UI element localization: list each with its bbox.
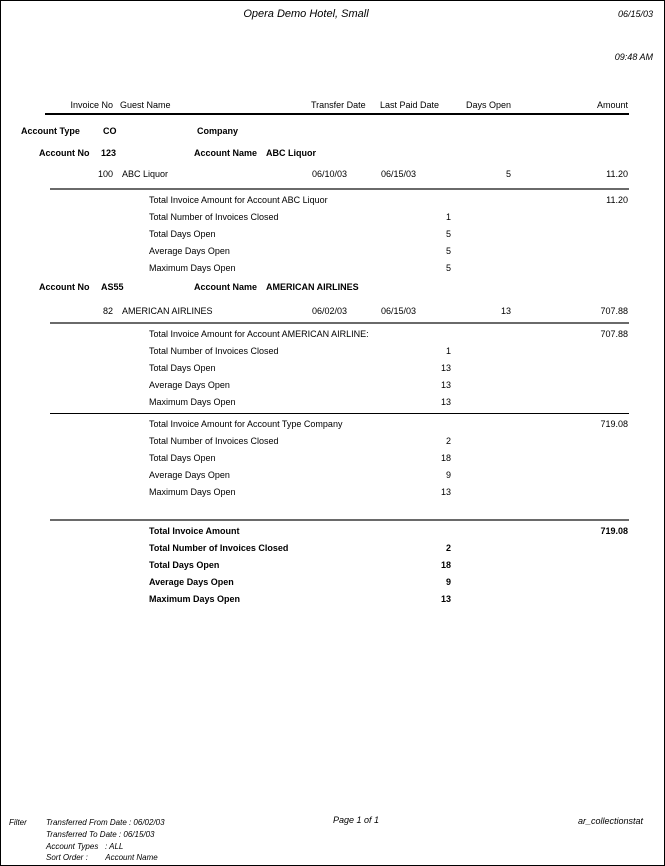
report-date: 06/15/03	[617, 9, 653, 19]
page-number: Page 1 of 1	[332, 815, 380, 825]
account-type-label: Account Type	[21, 126, 80, 136]
account-no-label: Account No	[39, 148, 90, 158]
filter-transferred-to: Transferred To Date : 06/15/03	[46, 830, 155, 839]
account-no-label: Account No	[39, 282, 90, 292]
max-days-label: Maximum Days Open	[149, 263, 236, 273]
invoice-no: 100	[97, 169, 113, 179]
avg-days-label: Average Days Open	[149, 246, 230, 256]
type-total-amount: 719.08	[600, 419, 628, 429]
account-no-value: AS55	[101, 282, 124, 292]
account-name-value: AMERICAN AIRLINES	[266, 282, 359, 292]
account-name-label: Account Name	[194, 148, 258, 158]
max-days-value: 13	[440, 594, 451, 604]
account-total-label: Total Invoice Amount for Account ABC Liq…	[149, 195, 328, 205]
total-days-label: Total Days Open	[149, 229, 216, 239]
total-days-value: 13	[440, 363, 451, 373]
account-no-value: 123	[101, 148, 117, 158]
days-open: 13	[500, 306, 511, 316]
account-type-name: Company	[197, 126, 239, 136]
col-header-transfer-date: Transfer Date	[311, 100, 366, 110]
invoices-closed-value: 2	[445, 543, 451, 553]
col-header-amount: Amount	[596, 100, 628, 110]
avg-days-label: Average Days Open	[149, 577, 234, 587]
invoices-closed-label: Total Number of Invoices Closed	[149, 543, 289, 553]
max-days-label: Maximum Days Open	[149, 397, 236, 407]
total-days-value: 18	[440, 560, 451, 570]
avg-days-value: 9	[445, 577, 451, 587]
invoices-closed-label: Total Number of Invoices Closed	[149, 436, 279, 446]
total-days-value: 18	[440, 453, 451, 463]
grand-total-label: Total Invoice Amount	[149, 526, 240, 536]
filter-transferred-from: Transferred From Date : 06/02/03	[46, 818, 165, 827]
avg-days-value: 5	[445, 246, 451, 256]
days-open: 5	[505, 169, 511, 179]
invoices-closed-label: Total Number of Invoices Closed	[149, 346, 279, 356]
filter-account-types: Account Types : ALL	[46, 842, 124, 851]
total-days-label: Total Days Open	[149, 453, 216, 463]
guest-name: ABC Liquor	[122, 169, 169, 179]
report-time: 09:48 AM	[614, 52, 653, 62]
invoices-closed-value: 2	[445, 436, 451, 446]
account-total-label: Total Invoice Amount for Account AMERICA…	[149, 329, 369, 339]
col-header-invoice-no: Invoice No	[70, 100, 113, 110]
last-paid-date: 06/15/03	[381, 169, 417, 179]
total-days-value: 5	[445, 229, 451, 239]
type-summary-rule	[50, 413, 629, 414]
transfer-date: 06/02/03	[312, 306, 348, 316]
filter-sort-order: Sort Order : Account Name	[46, 853, 158, 862]
max-days-value: 13	[440, 397, 451, 407]
invoices-closed-value: 1	[445, 212, 451, 222]
guest-name: AMERICAN AIRLINES	[122, 306, 213, 316]
invoice-no: 82	[102, 306, 113, 316]
grand-total-amount: 719.08	[600, 526, 628, 536]
report-id: ar_collectionstat	[577, 816, 643, 826]
account-type-code: CO	[103, 126, 117, 136]
avg-days-label: Average Days Open	[149, 470, 230, 480]
max-days-label: Maximum Days Open	[149, 487, 236, 497]
account-total-amount: 707.88	[600, 329, 628, 339]
total-days-label: Total Days Open	[149, 560, 220, 570]
page-title: Opera Demo Hotel, Small	[243, 8, 369, 20]
grand-total-rule	[50, 519, 629, 521]
avg-days-value: 9	[445, 470, 451, 480]
col-header-days-open: Days Open	[465, 100, 511, 110]
account-summary-rule	[50, 188, 629, 190]
avg-days-label: Average Days Open	[149, 380, 230, 390]
amount: 11.20	[606, 169, 628, 179]
total-days-label: Total Days Open	[149, 363, 216, 373]
last-paid-date: 06/15/03	[381, 306, 417, 316]
account-total-amount: 11.20	[606, 195, 628, 205]
max-days-label: Maximum Days Open	[149, 594, 241, 604]
type-total-label: Total Invoice Amount for Account Type Co…	[149, 419, 343, 429]
max-days-value: 5	[445, 263, 451, 273]
account-summary-rule	[50, 322, 629, 324]
col-header-guest-name: Guest Name	[120, 100, 171, 110]
header-rule	[45, 113, 629, 115]
avg-days-value: 13	[440, 380, 451, 390]
col-header-last-paid-date: Last Paid Date	[380, 100, 440, 110]
account-name-value: ABC Liquor	[266, 148, 316, 158]
max-days-value: 13	[440, 487, 451, 497]
filter-label: Filter	[9, 818, 27, 827]
invoices-closed-label: Total Number of Invoices Closed	[149, 212, 279, 222]
transfer-date: 06/10/03	[312, 169, 348, 179]
account-name-label: Account Name	[194, 282, 258, 292]
invoices-closed-value: 1	[445, 346, 451, 356]
amount: 707.88	[600, 306, 628, 316]
